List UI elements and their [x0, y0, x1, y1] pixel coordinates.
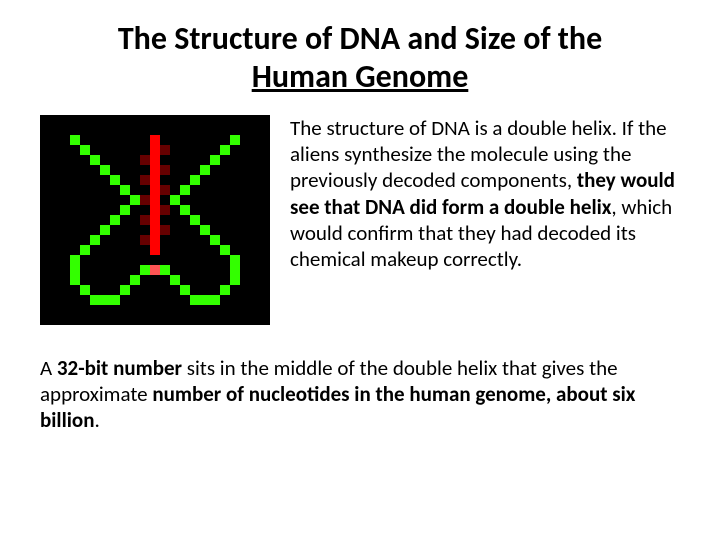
dna-helix-svg	[40, 115, 270, 325]
paragraph-2: A 32-bit number sits in the middle of th…	[40, 355, 680, 434]
page-title: The Structure of DNA and Size of the Hum…	[40, 20, 680, 97]
p2-part3: .	[94, 407, 99, 433]
dna-diagram	[40, 115, 270, 325]
title-line2: Human Genome	[252, 57, 469, 96]
paragraph-1: The structure of DNA is a double helix. …	[290, 115, 680, 273]
p2-bold1: 32-bit number	[57, 355, 182, 381]
content-row: The structure of DNA is a double helix. …	[40, 115, 680, 325]
p2-part1: A	[40, 355, 57, 381]
title-line1: The Structure of DNA and Size of the	[118, 19, 602, 58]
